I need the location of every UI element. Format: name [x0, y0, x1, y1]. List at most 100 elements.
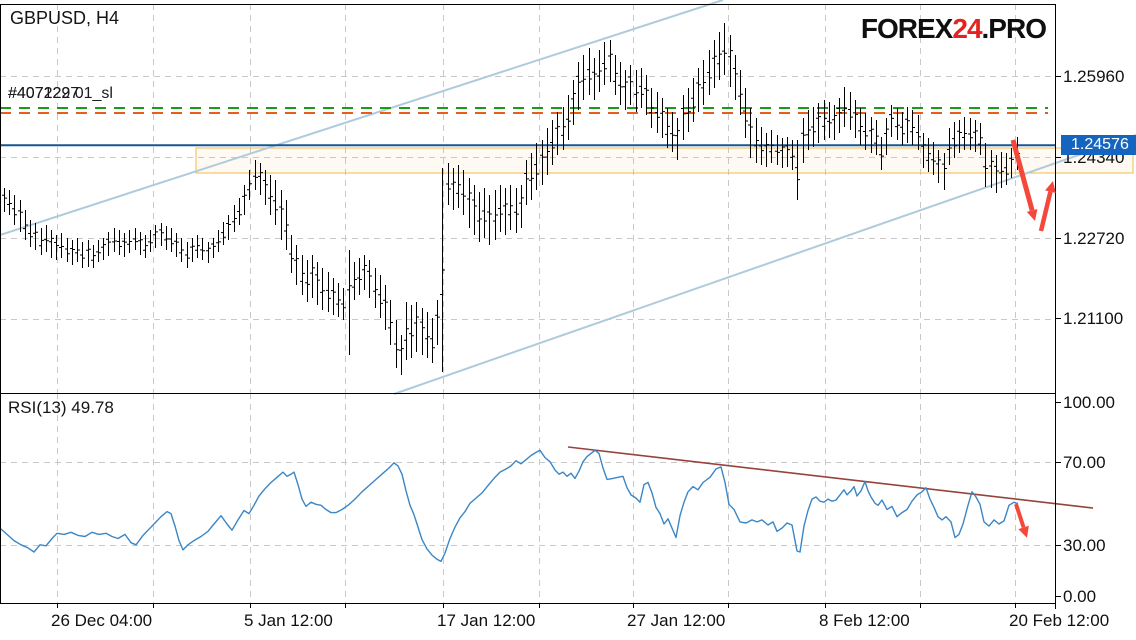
price-bar: [23, 210, 28, 240]
price-bar: [785, 137, 790, 167]
candlesticks: [2, 23, 1020, 375]
price-bar: [827, 102, 832, 138]
rsi-resistance: [567, 446, 1094, 509]
price-bar: [655, 92, 660, 133]
price-bar: [96, 240, 101, 262]
price-bar: [373, 268, 378, 308]
price-bar: [581, 55, 586, 100]
price-bar: [2, 188, 7, 212]
price-bar: [206, 242, 211, 263]
price-bar: [138, 232, 143, 255]
price-bar: [910, 110, 915, 145]
price-bar: [315, 262, 320, 305]
price-bar: [858, 108, 863, 145]
price-bar: [696, 68, 701, 112]
price-bar: [86, 240, 91, 267]
price-bar: [592, 58, 597, 100]
time-axis-label: 20 Feb 12:00: [1009, 611, 1110, 630]
order-label-ticket: #4072297: [8, 85, 80, 102]
price-bar: [341, 288, 346, 320]
price-bar: [576, 62, 581, 110]
price-bar: [801, 118, 806, 163]
price-bar: [383, 285, 388, 330]
forecast-down-arrow-head: [1026, 208, 1038, 221]
price-bar: [519, 185, 524, 228]
price-bar: [75, 238, 80, 262]
price-bar: [273, 180, 278, 225]
price-bar: [764, 133, 769, 167]
price-bar: [164, 226, 169, 250]
price-bar: [420, 308, 425, 355]
rsi-down-arrow-head: [1018, 525, 1029, 538]
price-bar: [456, 165, 461, 208]
price-bar: [618, 62, 623, 105]
rsi-line: [0, 449, 1019, 563]
rsi-axis-label: 0.00: [1063, 587, 1097, 606]
price-bar: [49, 230, 54, 258]
price-bar: [216, 230, 221, 252]
price-bar: [806, 110, 811, 150]
price-bar: [769, 130, 774, 163]
price-bar: [822, 100, 827, 140]
price-bar: [962, 117, 967, 150]
price-bar: [790, 140, 795, 170]
price-bar: [331, 278, 336, 315]
price-bar: [738, 70, 743, 115]
price-bar: [1004, 153, 1009, 185]
price-bar: [185, 242, 190, 268]
price-bar: [832, 105, 837, 140]
price-bar: [148, 230, 153, 252]
price-bar: [853, 100, 858, 138]
price-bar: [905, 107, 910, 143]
price-bar: [712, 40, 717, 88]
price-bar: [665, 108, 670, 148]
price-bar: [550, 120, 555, 165]
price-bar: [435, 300, 440, 345]
time-axis-label: 5 Jan 12:00: [244, 611, 333, 630]
price-bar: [65, 238, 70, 262]
price-bar: [660, 98, 665, 138]
price-bar: [242, 185, 247, 215]
price-axis-label: 1.22720: [1063, 229, 1125, 248]
price-bar: [837, 98, 842, 133]
price-bar: [644, 75, 649, 115]
price-bar: [1009, 148, 1014, 178]
price-bar: [561, 107, 566, 150]
price-bar: [811, 107, 816, 147]
price-axis-label: 1.21100: [1063, 309, 1124, 328]
price-bar: [112, 228, 117, 252]
price-bar: [983, 143, 988, 187]
price-bar: [80, 242, 85, 268]
price-bar: [942, 153, 947, 190]
price-bar: [863, 113, 868, 150]
price-bar: [900, 112, 905, 145]
price-bar: [54, 235, 59, 260]
price-bar: [978, 123, 983, 155]
price-bar: [999, 152, 1004, 188]
price-bar: [159, 223, 164, 246]
price-bar: [529, 153, 534, 200]
price-bar: [91, 245, 96, 268]
price-bar: [190, 238, 195, 262]
price-bar: [362, 255, 367, 290]
price-bar: [514, 188, 519, 233]
logo-prefix: FOREX: [860, 13, 953, 44]
price-bar: [7, 190, 12, 215]
price-bar: [461, 170, 466, 215]
price-bar: [300, 255, 305, 295]
time-axis-label: 8 Feb 12:00: [819, 611, 910, 630]
price-bar: [639, 68, 644, 108]
price-bar: [733, 55, 738, 100]
time-axis-label: 27 Jan 12:00: [627, 611, 726, 630]
price-bar: [707, 50, 712, 95]
price-bar: [608, 40, 613, 82]
price-bar: [101, 238, 106, 260]
price-bar: [879, 137, 884, 170]
price-bar: [39, 228, 44, 255]
price-bar: [59, 233, 64, 258]
price-bar: [503, 188, 508, 235]
price-bar: [482, 188, 487, 238]
price-bar: [816, 103, 821, 143]
price-bar: [33, 223, 38, 250]
